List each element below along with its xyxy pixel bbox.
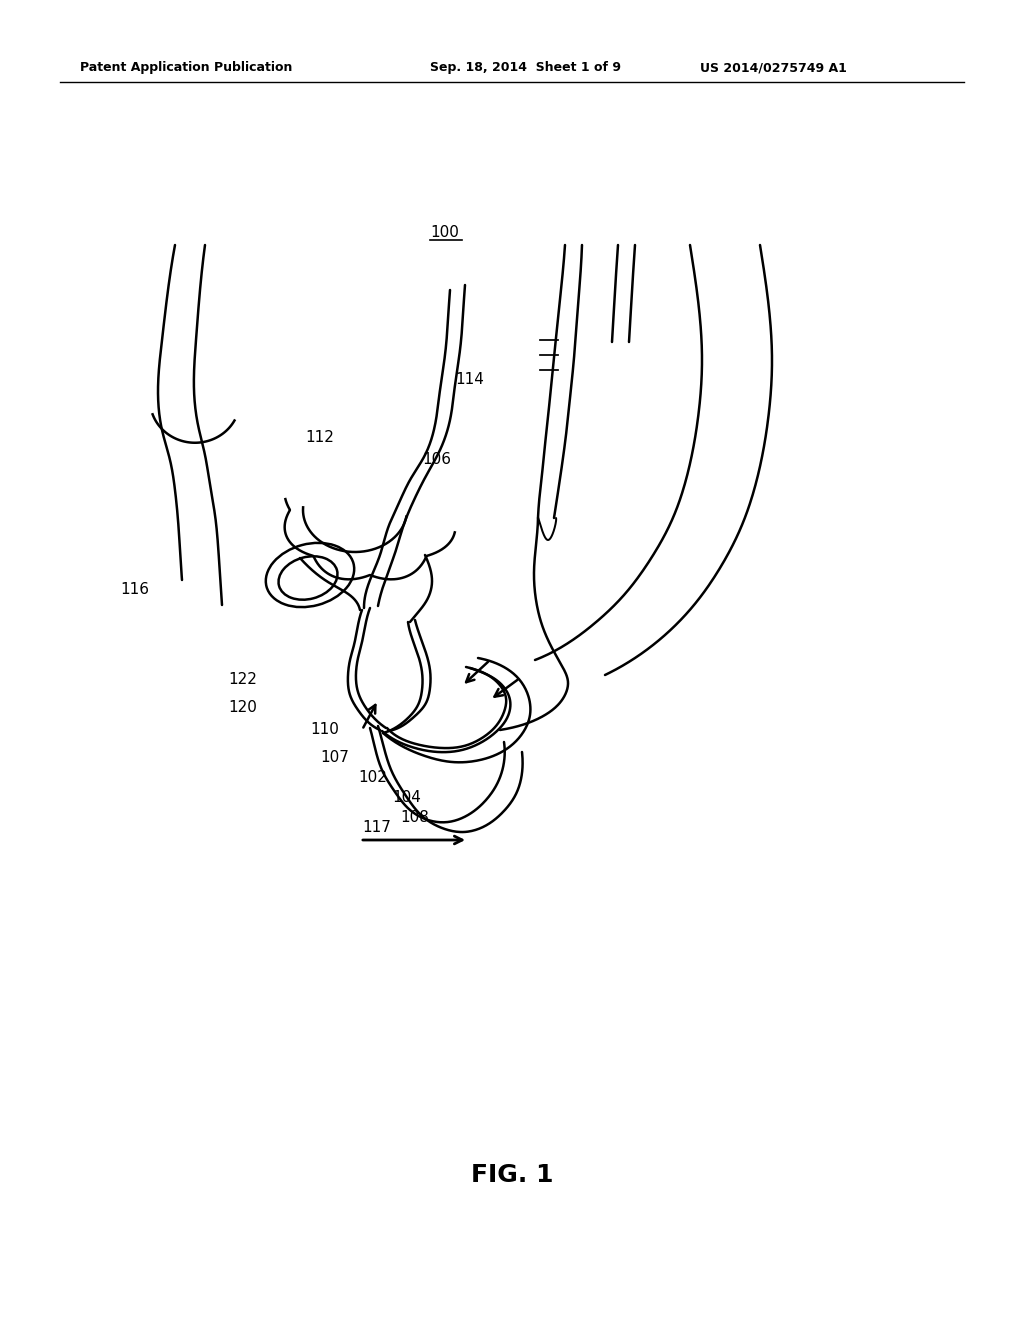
Text: 120: 120: [228, 701, 257, 715]
Text: US 2014/0275749 A1: US 2014/0275749 A1: [700, 62, 847, 74]
Text: 110: 110: [310, 722, 339, 738]
Text: 107: 107: [319, 750, 349, 764]
Text: 114: 114: [455, 372, 484, 388]
Text: Sep. 18, 2014  Sheet 1 of 9: Sep. 18, 2014 Sheet 1 of 9: [430, 62, 621, 74]
Text: 108: 108: [400, 810, 429, 825]
Text: 102: 102: [358, 771, 387, 785]
Text: 112: 112: [305, 430, 334, 446]
Text: 117: 117: [362, 821, 391, 836]
Text: 104: 104: [392, 791, 421, 805]
Text: 100: 100: [430, 224, 459, 240]
Text: 106: 106: [422, 453, 451, 467]
Text: 116: 116: [120, 582, 150, 598]
Text: Patent Application Publication: Patent Application Publication: [80, 62, 293, 74]
Text: FIG. 1: FIG. 1: [471, 1163, 553, 1187]
Text: 122: 122: [228, 672, 257, 688]
